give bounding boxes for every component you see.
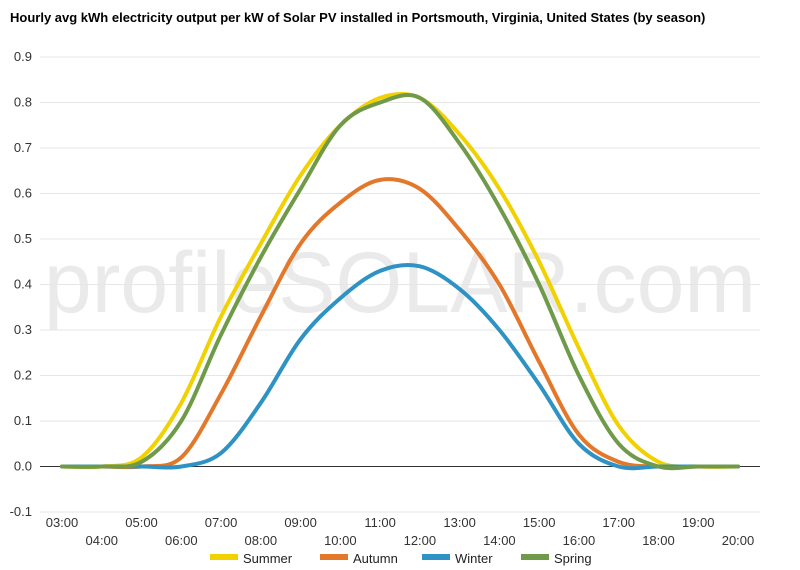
legend-label-summer: Summer: [243, 551, 293, 566]
y-tick-label: 0.8: [14, 95, 32, 110]
x-tick-label: 07:00: [205, 515, 238, 530]
series-line-autumn: [60, 177, 740, 470]
x-tick-label: 18:00: [642, 533, 675, 548]
x-tick-label: 05:00: [125, 515, 158, 530]
x-tick-label: 04:00: [85, 533, 118, 548]
x-tick-label: 03:00: [46, 515, 79, 530]
watermark-text: profileSOLAR.com: [44, 235, 756, 331]
y-tick-label: 0.9: [14, 49, 32, 64]
legend-swatch-spring: [521, 554, 549, 560]
y-tick-label: 0.6: [14, 186, 32, 201]
legend-label-spring: Spring: [554, 551, 592, 566]
x-tick-label: 06:00: [165, 533, 198, 548]
legend-swatch-autumn: [320, 554, 348, 560]
series-lines: [60, 91, 740, 471]
x-tick-label: 15:00: [523, 515, 556, 530]
x-tick-label: 10:00: [324, 533, 357, 548]
x-tick-label: 13:00: [443, 515, 476, 530]
legend-label-winter: Winter: [455, 551, 493, 566]
y-tick-label: 0.2: [14, 368, 32, 383]
x-axis: 03:00 04:00 05:00 06:00 07:00 08:00 09:00 10:00…: [46, 515, 755, 548]
x-tick-label: 20:00: [722, 533, 755, 548]
legend-swatch-summer: [210, 554, 238, 560]
series-line-winter: [60, 262, 740, 471]
chart-title: Hourly avg kWh electricity output per kW…: [10, 10, 706, 25]
x-tick-label: 16:00: [563, 533, 596, 548]
y-tick-label: 0.3: [14, 322, 32, 337]
legend-label-autumn: Autumn: [353, 551, 398, 566]
x-tick-label: 11:00: [364, 515, 396, 530]
y-tick-label: 0.0: [14, 459, 32, 474]
x-tick-label: 08:00: [245, 533, 278, 548]
x-tick-label: 09:00: [284, 515, 317, 530]
y-tick-label: -0.1: [10, 504, 32, 519]
watermark: profileSOLAR.com: [44, 235, 756, 331]
y-tick-label: 0.1: [14, 413, 32, 428]
x-tick-label: 12:00: [404, 533, 437, 548]
legend: Summer Autumn Winter Spring: [210, 551, 592, 566]
y-tick-label: 0.4: [14, 277, 32, 292]
x-tick-label: 17:00: [602, 515, 635, 530]
x-tick-label: 19:00: [682, 515, 715, 530]
y-axis: -0.1 0.0 0.1 0.2 0.3 0.4 0.5 0.6 0.7 0.8 0.9: [10, 49, 32, 519]
series-line-spring: [60, 93, 740, 471]
legend-swatch-winter: [422, 554, 450, 560]
y-tick-label: 0.5: [14, 231, 32, 246]
gridlines: [40, 56, 760, 513]
x-tick-label: 14:00: [483, 533, 516, 548]
y-tick-label: 0.7: [14, 140, 32, 155]
